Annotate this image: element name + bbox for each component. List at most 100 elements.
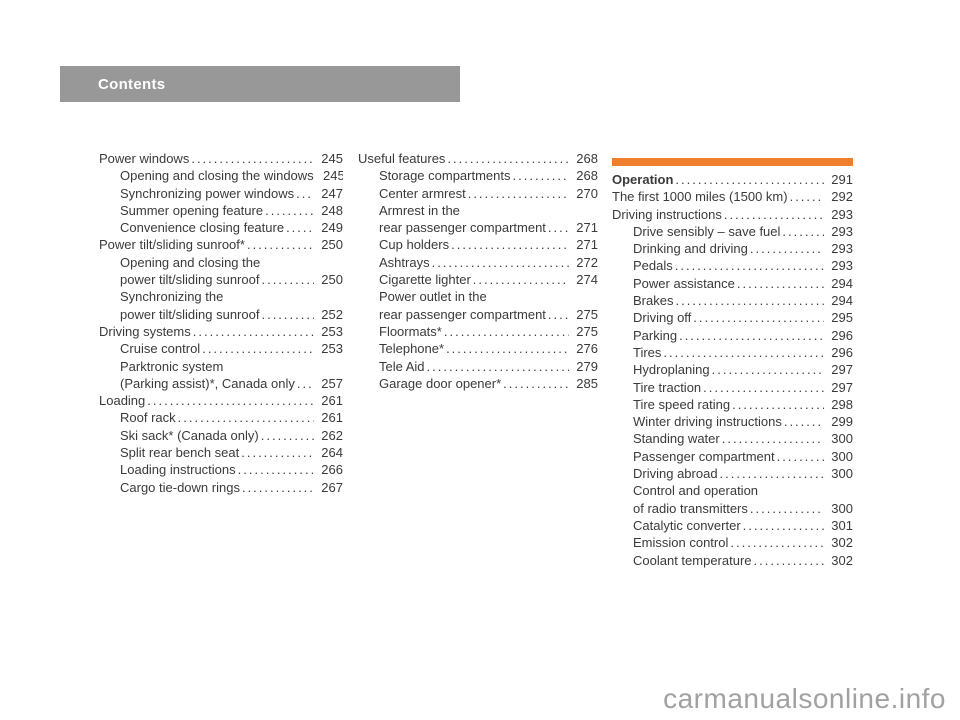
toc-entry-label: (Parking assist)*, Canada only xyxy=(120,375,295,391)
toc-entry: Armrest in the xyxy=(358,202,598,219)
toc-entry-page: 276 xyxy=(576,341,598,357)
toc-entry: Opening and closing the windows 245 xyxy=(99,167,343,184)
toc-entry-page: 262 xyxy=(321,427,343,443)
toc-entry: The first 1000 miles (1500 km) 292 xyxy=(612,188,853,205)
toc-entry-label: Split rear bench seat xyxy=(120,445,240,461)
toc-entry-label: Ashtrays xyxy=(379,254,430,270)
toc-leader-dots xyxy=(679,327,824,344)
toc-entry: Driving abroad 300 xyxy=(612,465,853,482)
toc-leader-dots xyxy=(663,344,824,361)
toc-entry-label: Drive sensibly – save fuel xyxy=(633,223,781,239)
toc-leader-dots xyxy=(743,517,824,534)
toc-leader-dots xyxy=(732,396,824,413)
toc-leader-dots xyxy=(754,552,824,569)
toc-leader-dots xyxy=(297,375,314,392)
toc-entry: Cigarette lighter 274 xyxy=(358,271,598,288)
toc-entry: Coolant temperature 302 xyxy=(612,552,853,569)
toc-entry-page: 300 xyxy=(831,448,853,464)
toc-leader-dots xyxy=(447,150,569,167)
toc-entry-label: Opening and closing the xyxy=(120,254,261,270)
toc-leader-dots xyxy=(750,240,824,257)
toc-leader-dots xyxy=(750,500,824,517)
toc-entry-page: 274 xyxy=(576,272,598,288)
toc-entry-page: 253 xyxy=(321,323,343,339)
toc-entry-label: Drinking and driving xyxy=(633,241,748,257)
toc-entry: Driving instructions 293 xyxy=(612,206,853,223)
toc-entry-page: 293 xyxy=(831,241,853,257)
toc-entry-page: 292 xyxy=(831,189,853,205)
toc-entry: Loading instructions 266 xyxy=(99,461,343,478)
toc-column-3: Operation291The first 1000 miles (1500 k… xyxy=(612,158,853,569)
toc-entry-label: Storage compartments xyxy=(379,168,511,184)
toc-entry-label: Power tilt/sliding sunroof* xyxy=(99,237,245,253)
toc-entry-label: Coolant temperature xyxy=(633,552,752,568)
toc-entry-label: Roof rack xyxy=(120,410,176,426)
toc-entry-label: Power outlet in the xyxy=(379,289,487,305)
toc-entry-label: Driving systems xyxy=(99,323,191,339)
toc-entry-label: Loading instructions xyxy=(120,462,236,478)
toc-entry-page: 294 xyxy=(831,293,853,309)
toc-entry-page: 271 xyxy=(576,220,598,236)
toc-entry: Parking 296 xyxy=(612,327,853,344)
toc-entry-page: 300 xyxy=(831,431,853,447)
toc-entry-label: Hydroplaning xyxy=(633,362,710,378)
toc-leader-dots xyxy=(446,340,569,357)
toc-leader-dots xyxy=(513,167,569,184)
toc-leader-dots xyxy=(286,219,314,236)
toc-leader-dots xyxy=(782,223,824,240)
toc-leader-dots xyxy=(473,271,569,288)
toc-entry-label: of radio transmitters xyxy=(633,500,748,516)
toc-entry-page: 245 xyxy=(322,168,343,184)
toc-entry-page: 294 xyxy=(831,275,853,291)
toc-entry: Control and operation xyxy=(612,482,853,499)
toc-entry-label: Cigarette lighter xyxy=(379,272,471,288)
toc-entry-label: Tires xyxy=(633,344,662,360)
toc-entry-label: Floormats* xyxy=(379,323,442,339)
toc-entry: Tires 296 xyxy=(612,344,853,361)
toc-entry: Standing water 300 xyxy=(612,430,853,447)
toc-entry: Roof rack 261 xyxy=(99,409,343,426)
toc-entry: Cruise control 253 xyxy=(99,340,343,357)
toc-entry: Power windows 245 xyxy=(99,150,343,167)
toc-entry: Cargo tie-down rings 267 xyxy=(99,479,343,496)
toc-leader-dots xyxy=(468,185,569,202)
toc-leader-dots xyxy=(147,392,314,409)
toc-entry-label: Tire traction xyxy=(633,379,702,395)
toc-entry-label: Useful features xyxy=(358,151,446,166)
toc-leader-dots xyxy=(193,323,314,340)
toc-leader-dots xyxy=(265,202,314,219)
toc-leader-dots xyxy=(503,375,569,392)
toc-entry-page: 268 xyxy=(576,168,598,184)
toc-leader-dots xyxy=(241,444,314,461)
toc-leader-dots xyxy=(737,275,824,292)
toc-entry-label: Operation xyxy=(612,172,674,187)
toc-entry-page: 248 xyxy=(321,202,343,218)
toc-entry-page: 264 xyxy=(321,445,343,461)
toc-entry: Tire traction 297 xyxy=(612,379,853,396)
toc-leader-dots xyxy=(730,534,824,551)
toc-entry-label: Cruise control xyxy=(120,341,201,357)
toc-entry: Loading 261 xyxy=(99,392,343,409)
contents-header-bar: Contents xyxy=(60,66,460,102)
toc-entry: Brakes 294 xyxy=(612,292,853,309)
toc-entry-label: Garage door opener* xyxy=(379,375,502,391)
toc-entry-page: 296 xyxy=(831,344,853,360)
toc-leader-dots xyxy=(548,306,569,323)
toc-entry-page: 275 xyxy=(576,323,598,339)
toc-entry-label: The first 1000 miles (1500 km) xyxy=(612,189,788,205)
toc-entry-label: Brakes xyxy=(633,293,674,309)
toc-entry-label: Telephone* xyxy=(379,341,445,357)
toc-entry-label: power tilt/sliding sunroof xyxy=(120,306,260,322)
watermark: carmanualsonline.info xyxy=(663,683,946,714)
toc-entry: Driving systems 253 xyxy=(99,323,343,340)
toc-entry-page: 297 xyxy=(831,379,853,395)
toc-entry-page: 291 xyxy=(831,172,853,187)
toc-leader-dots xyxy=(675,257,824,274)
section-accent-bar xyxy=(612,158,853,166)
toc-entry-page: 270 xyxy=(576,185,598,201)
toc-entry: (Parking assist)*, Canada only 257 xyxy=(99,375,343,392)
toc-entry: power tilt/sliding sunroof 252 xyxy=(99,306,343,323)
toc-entry-page: 296 xyxy=(831,327,853,343)
toc-entry-label: Power windows xyxy=(99,151,190,166)
